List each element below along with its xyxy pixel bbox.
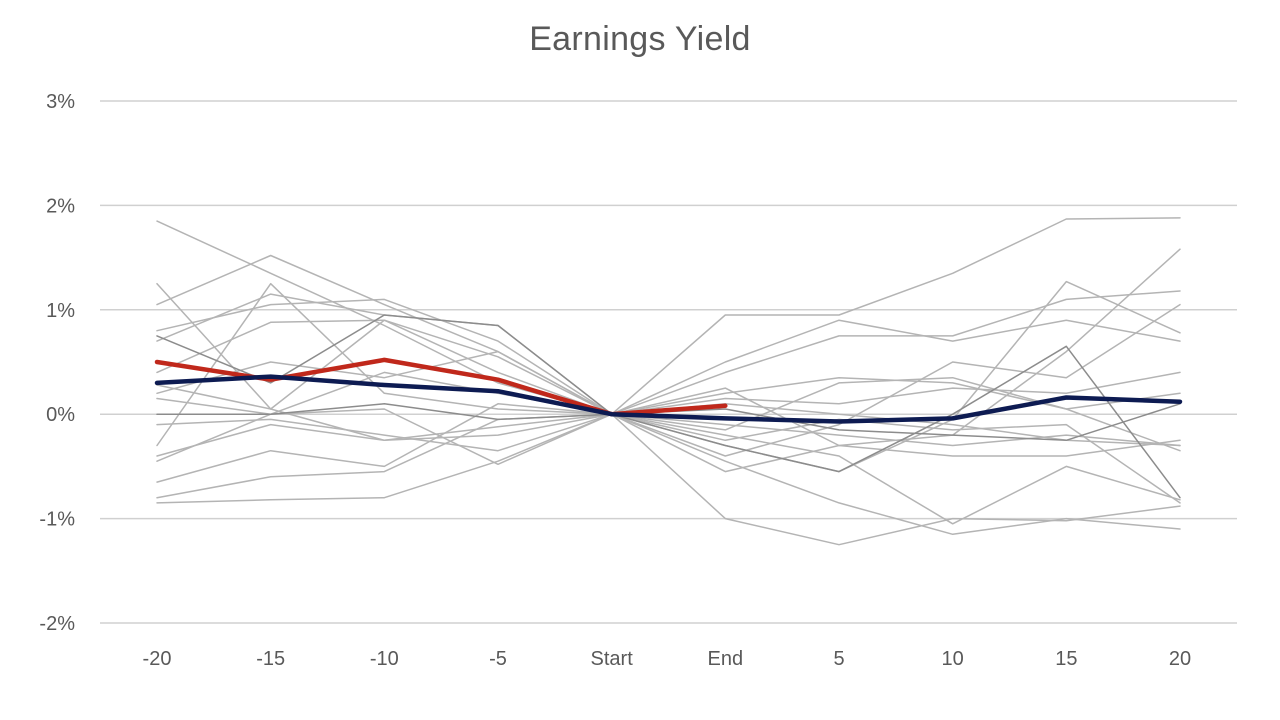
y-tick-label: 1% bbox=[46, 300, 75, 322]
series-line-bg-2 bbox=[156, 217, 1181, 415]
y-axis-labels: 3% 2% 1% 0% -1% -2% bbox=[39, 91, 75, 635]
x-tick-label: 10 bbox=[942, 648, 964, 670]
series-line-bg-3 bbox=[156, 254, 1181, 415]
series-line-average bbox=[154, 374, 1183, 424]
y-tick-label: 3% bbox=[46, 91, 75, 113]
x-tick-label: Start bbox=[591, 648, 634, 670]
series-line-bg-11 bbox=[156, 371, 1181, 483]
series-line-bg-9 bbox=[156, 413, 1181, 504]
y-tick-label: -1% bbox=[39, 509, 75, 531]
background-series-group bbox=[156, 217, 1181, 546]
x-tick-label: 5 bbox=[833, 648, 844, 670]
series-line-bg-4 bbox=[156, 298, 1181, 415]
series-line-bg-1 bbox=[156, 220, 1181, 546]
series-line-bg-10 bbox=[156, 413, 1181, 536]
x-tick-label: -5 bbox=[489, 648, 507, 670]
series-line-bg-16 bbox=[156, 371, 1181, 462]
x-tick-label: -10 bbox=[370, 648, 399, 670]
x-tick-label: -20 bbox=[143, 648, 172, 670]
x-tick-label: End bbox=[708, 648, 744, 670]
x-axis-labels: -20 -15 -10 -5 Start End 5 10 15 20 bbox=[143, 648, 1192, 670]
series-line-bg-5 bbox=[156, 293, 1181, 452]
series-line-bg-14 bbox=[156, 397, 1181, 525]
x-tick-label: 20 bbox=[1169, 648, 1191, 670]
y-tick-label: 2% bbox=[46, 195, 75, 217]
series-line-bg-dark-2 bbox=[156, 345, 1181, 499]
series-line-bg-15 bbox=[156, 376, 1181, 442]
x-tick-label: 15 bbox=[1055, 648, 1077, 670]
main-series-group bbox=[154, 357, 1183, 424]
series-line-bg-13 bbox=[156, 413, 1181, 504]
x-tick-label: -15 bbox=[256, 648, 285, 670]
chart-title: Earnings Yield bbox=[529, 20, 751, 58]
y-tick-label: 0% bbox=[46, 404, 75, 426]
y-tick-label: -2% bbox=[39, 613, 75, 635]
